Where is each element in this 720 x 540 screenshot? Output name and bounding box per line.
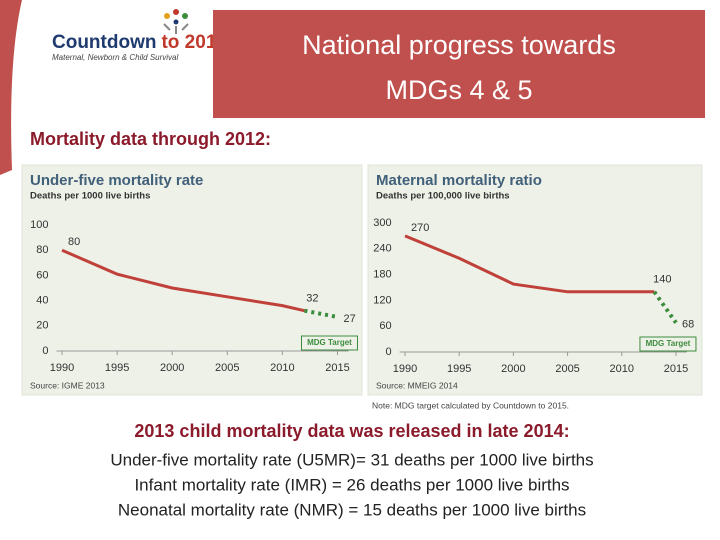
- x-tick-label: 2015: [325, 362, 349, 374]
- x-tick-label: 2010: [270, 362, 294, 374]
- y-tick-label: 80: [36, 244, 48, 256]
- chart-panel: [21, 164, 363, 396]
- update-line: Under-five mortality rate (U5MR)= 31 dea…: [110, 450, 593, 469]
- chart-note: Note: MDG target calculated by Countdown…: [372, 400, 569, 410]
- chart-title: Maternal mortality ratio: [376, 172, 542, 189]
- legend-box: [300, 335, 358, 351]
- logo-name: Countdown to 2015: [52, 32, 227, 53]
- data-label: 270: [411, 222, 429, 234]
- x-tick-label: 2000: [501, 363, 525, 375]
- logo-name-main: Countdown: [52, 32, 156, 53]
- x-tick-label: 1995: [105, 362, 129, 374]
- data-label: 32: [306, 293, 318, 305]
- data-line: [304, 308, 338, 319]
- logo-figure: [173, 19, 179, 25]
- logo-tagline: Maternal, Newborn & Child Survival: [52, 53, 178, 62]
- x-tick-label: 1990: [50, 362, 74, 374]
- y-tick-label: 240: [373, 243, 391, 255]
- logo-figure: [173, 9, 179, 15]
- header-box: [213, 10, 705, 118]
- chart-subtitle: Deaths per 100,000 live births: [376, 191, 510, 202]
- x-tick-label: 2005: [555, 363, 579, 375]
- legend-label: MDG Target: [646, 339, 691, 348]
- data-line: [61, 248, 305, 313]
- logo-figure: [163, 23, 189, 34]
- legend-box: [639, 336, 697, 352]
- y-tick-label: 120: [373, 294, 391, 306]
- logo-figures: [163, 9, 189, 34]
- x-tick-label: 2005: [215, 362, 239, 374]
- chart-source: Source: IGME 2013: [30, 380, 105, 390]
- data-line: [404, 234, 655, 294]
- data-label: 27: [343, 313, 355, 325]
- x-tick-label: 1990: [393, 363, 417, 375]
- update-line: Neonatal mortality rate (NMR) = 15 death…: [118, 500, 586, 519]
- x-tick-label: 1995: [447, 363, 471, 375]
- logo-figure: [164, 13, 170, 19]
- y-tick-label: 60: [379, 320, 391, 332]
- header-title: National progress towards: [302, 30, 616, 60]
- y-tick-label: 60: [36, 269, 48, 281]
- data-label: 80: [68, 236, 80, 248]
- chart-panel: [367, 164, 703, 396]
- data-label: 68: [682, 319, 694, 331]
- section-heading: Mortality data through 2012:: [30, 129, 271, 149]
- edge-decoration: [0, 0, 22, 175]
- y-tick-label: 180: [373, 269, 391, 281]
- y-tick-label: 20: [36, 320, 48, 332]
- y-tick-label: 100: [30, 219, 48, 231]
- y-tick-label: 40: [36, 295, 48, 307]
- update-line: Infant mortality rate (IMR) = 26 deaths …: [134, 475, 569, 494]
- logo-name-year: to 2015: [161, 32, 227, 53]
- x-tick-label: 2000: [160, 362, 184, 374]
- chart-source: Source: MMEIG 2014: [376, 380, 458, 390]
- chart-title: Under-five mortality rate: [30, 172, 203, 189]
- update-heading: 2013 child mortality data was released i…: [134, 421, 569, 441]
- legend-label: MDG Target: [307, 338, 352, 347]
- y-tick-label: 300: [373, 217, 391, 229]
- chart-subtitle: Deaths per 1000 live births: [30, 191, 150, 202]
- logo-figure: [182, 13, 188, 19]
- header-title: MDGs 4 & 5: [385, 75, 532, 105]
- data-label: 140: [653, 274, 671, 286]
- y-tick-label: 0: [385, 346, 391, 358]
- x-tick-label: 2010: [610, 363, 634, 375]
- x-tick-label: 2015: [664, 363, 688, 375]
- y-tick-label: 0: [42, 345, 48, 357]
